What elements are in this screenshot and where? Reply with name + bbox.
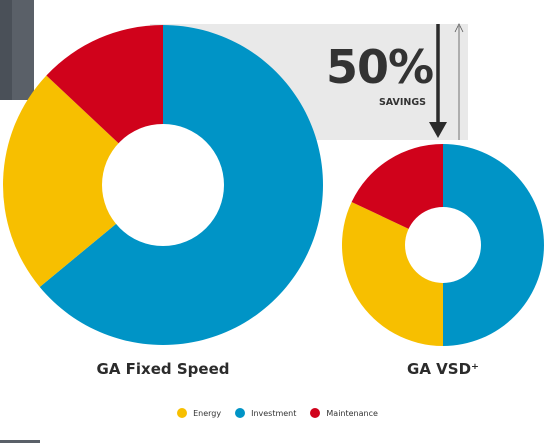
donut-ga-vsd <box>341 144 544 346</box>
donut-hole <box>405 207 481 283</box>
savings-percent: 50% <box>326 40 434 94</box>
chart-title-ga-fixed-speed: GA Fixed Speed <box>96 360 230 378</box>
legend-dot-maintenance <box>310 408 321 418</box>
legend-dot-investment <box>235 408 246 418</box>
donut-ga-fixed-speed <box>3 25 324 346</box>
slice-investment <box>443 144 544 346</box>
donut-hole <box>102 124 224 246</box>
legend-dot-energy <box>177 408 188 418</box>
legend-item-investment: Investment <box>235 408 296 418</box>
bottom-divider <box>0 440 40 443</box>
legend-label-investment: Investment <box>251 408 297 418</box>
chart-title-ga-vsd: GA VSD⁺ <box>407 360 479 378</box>
legend-item-energy: Energy <box>177 408 221 418</box>
slice-energy <box>3 75 163 287</box>
savings-label: SAVINGS <box>378 97 426 108</box>
dark-side-panel-shade <box>0 0 12 100</box>
savings-arrow-head <box>429 122 447 138</box>
legend-label-energy: Energy <box>193 408 222 418</box>
reference-arrow-head <box>454 23 464 33</box>
legend-item-maintenance: Maintenance <box>310 408 378 418</box>
chart-legend: Energy Investment Maintenance <box>0 408 555 418</box>
legend-label-maintenance: Maintenance <box>326 408 378 418</box>
